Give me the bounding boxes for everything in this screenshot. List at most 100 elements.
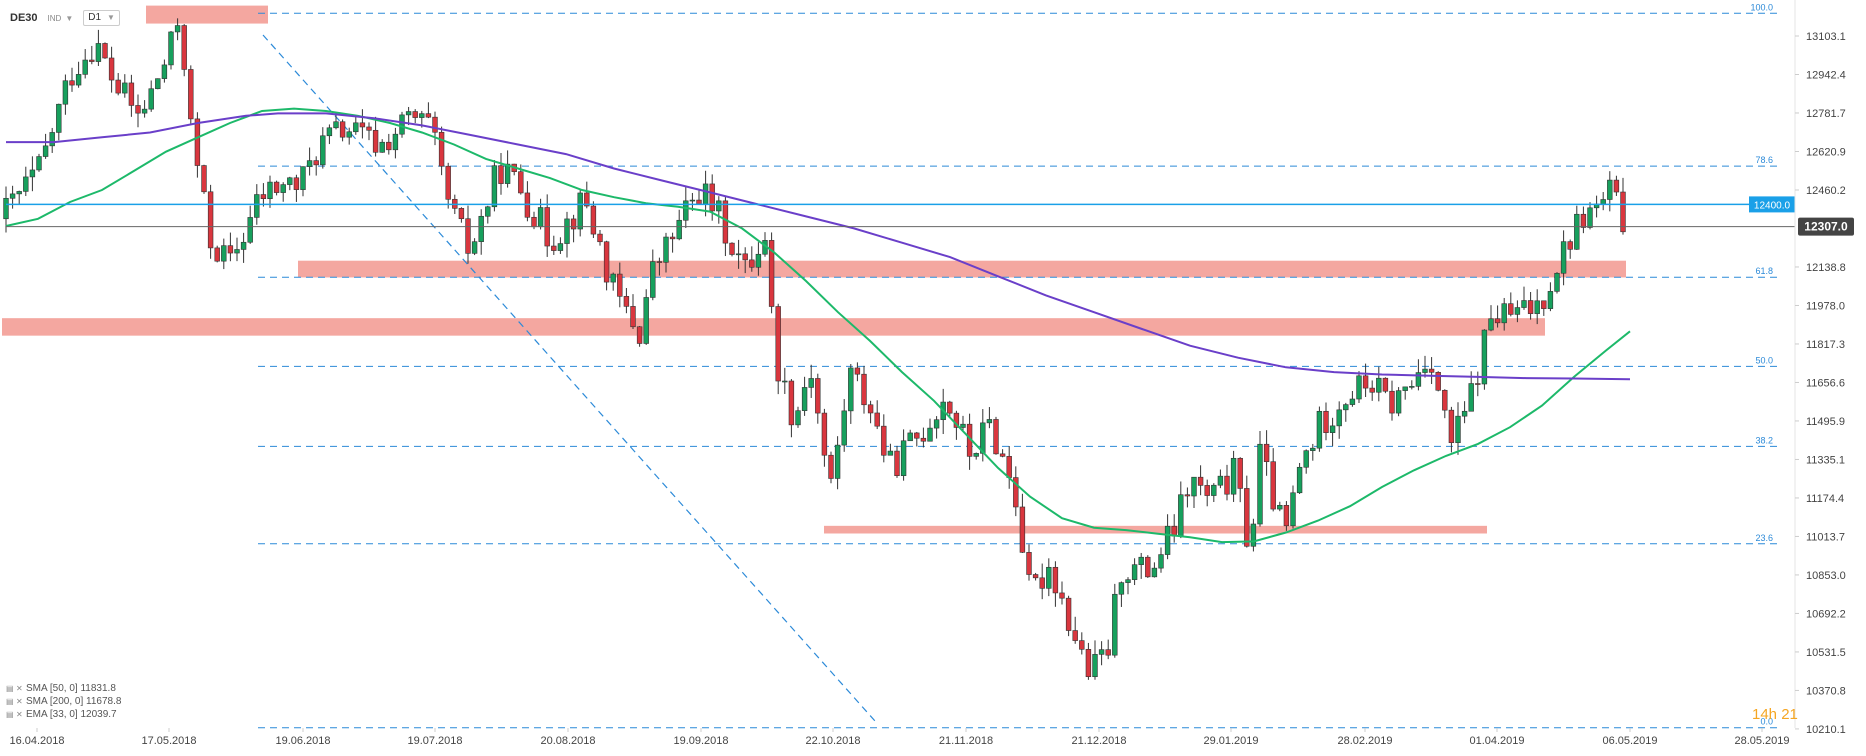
candle-body [782, 380, 788, 383]
candle-body [933, 419, 940, 429]
candle-body [854, 367, 861, 375]
settings-icon[interactable]: ▤ [6, 710, 14, 719]
candle-body [986, 419, 993, 424]
candle-body [1461, 410, 1468, 417]
candle-body [1395, 390, 1402, 414]
candle-body [432, 116, 438, 133]
candle-body [1362, 375, 1369, 389]
candle-body [795, 410, 801, 426]
price-axis: 13103.1 12942.4 12781.7 12620.9 12460.2 12138… [1795, 31, 1846, 736]
candle-body [1488, 318, 1494, 331]
candle-body [1138, 556, 1144, 565]
candle-body [1336, 409, 1342, 427]
y-tick-label: 11656.6 [1806, 377, 1845, 389]
candle-body [1290, 492, 1296, 527]
candle-body [1079, 640, 1085, 650]
candle-body [636, 326, 643, 344]
candle-body [1112, 593, 1118, 656]
candle-body [320, 135, 326, 166]
candle-body [623, 296, 630, 307]
candle-body [240, 241, 247, 250]
candle-body [709, 183, 715, 212]
candle-body [1158, 554, 1164, 569]
zone-rect [146, 5, 268, 24]
candle-body [689, 199, 696, 202]
candle-body [1587, 207, 1593, 228]
candle-body [551, 245, 557, 251]
candle-body [650, 261, 656, 298]
settings-icon[interactable]: ▤ [6, 697, 14, 706]
y-tick-label: 11013.7 [1806, 531, 1845, 543]
candle-body [471, 241, 478, 254]
candle-body [1151, 567, 1158, 578]
candle-body [914, 432, 920, 439]
candle-body [1237, 457, 1243, 489]
candle-body [834, 444, 841, 479]
y-tick-label: 11174.4 [1806, 493, 1844, 505]
candle-body [610, 273, 616, 283]
candle-body [491, 165, 498, 208]
candle-body [498, 165, 504, 184]
candle-body [603, 241, 610, 283]
candle-body [155, 78, 161, 90]
candle-body [122, 82, 128, 94]
ma-line [6, 112, 1631, 381]
candle-body [1534, 300, 1540, 314]
x-tick-label: 16.04.2018 [9, 735, 64, 747]
candle-body [1257, 443, 1263, 525]
candle-body [333, 121, 339, 129]
legend-row-sma50[interactable]: ▤ ✕ SMA [50, 0] 11831.8 [6, 682, 121, 695]
y-tick-label: 12460.2 [1806, 185, 1846, 197]
symbol-name[interactable]: DE30 [10, 12, 38, 24]
candle-body [366, 126, 372, 131]
candle-body [907, 432, 913, 442]
candle-body [1019, 506, 1026, 553]
candle-body [841, 410, 847, 446]
close-icon[interactable]: ✕ [16, 697, 23, 706]
candle-body [663, 236, 669, 263]
y-tick-label: 11495.9 [1806, 416, 1845, 428]
moving-averages [5, 107, 1631, 544]
timeframe-value: D1 [88, 12, 102, 23]
settings-icon[interactable]: ▤ [6, 684, 14, 693]
candle-body [1283, 504, 1290, 527]
candle-body [1481, 329, 1488, 385]
close-icon[interactable]: ✕ [16, 710, 23, 719]
candle-body [1244, 488, 1250, 547]
candle-body [755, 253, 762, 268]
candle-body [399, 114, 405, 135]
candle-body [1389, 390, 1395, 414]
legend-row-sma200[interactable]: ▤ ✕ SMA [200, 0] 11678.8 [6, 695, 121, 708]
candle-body [1303, 450, 1309, 468]
indicator-legend: ▤ ✕ SMA [50, 0] 11831.8 ▤ ✕ SMA [200, 0]… [6, 682, 121, 721]
candle-body [56, 103, 62, 133]
candle-body [234, 249, 240, 254]
candle-body [735, 253, 742, 256]
y-tick-label: 12942.4 [1806, 69, 1846, 81]
timeframe-select[interactable]: D1 ▼ [83, 10, 120, 26]
candle-body [1541, 300, 1547, 309]
candle-countdown: 14h 21 [1752, 706, 1798, 723]
candle-body [597, 233, 603, 243]
candle-body [1402, 386, 1408, 391]
candle-body [1296, 466, 1303, 494]
candle-body [590, 205, 597, 235]
candle-body [1574, 213, 1580, 250]
candle-body [1145, 556, 1151, 578]
close-icon[interactable]: ✕ [16, 684, 23, 693]
candle-body [267, 181, 273, 199]
y-tick-label: 12781.7 [1806, 108, 1846, 120]
candle-body [1455, 415, 1461, 443]
fibonacci-trend-line [262, 34, 876, 722]
candle-body [287, 177, 293, 185]
candle-body [1428, 368, 1435, 373]
candle-body [1369, 387, 1375, 393]
symbol-dropdown-icon[interactable]: ▼ [65, 13, 74, 23]
fib-label: 0.0 [1760, 717, 1773, 727]
candle-body [722, 200, 729, 244]
legend-row-ema33[interactable]: ▤ ✕ EMA [33, 0] 12039.7 [6, 708, 121, 721]
candle-body [1178, 494, 1184, 537]
x-tick-label: 01.04.2019 [1469, 735, 1524, 747]
candle-body [221, 245, 227, 262]
